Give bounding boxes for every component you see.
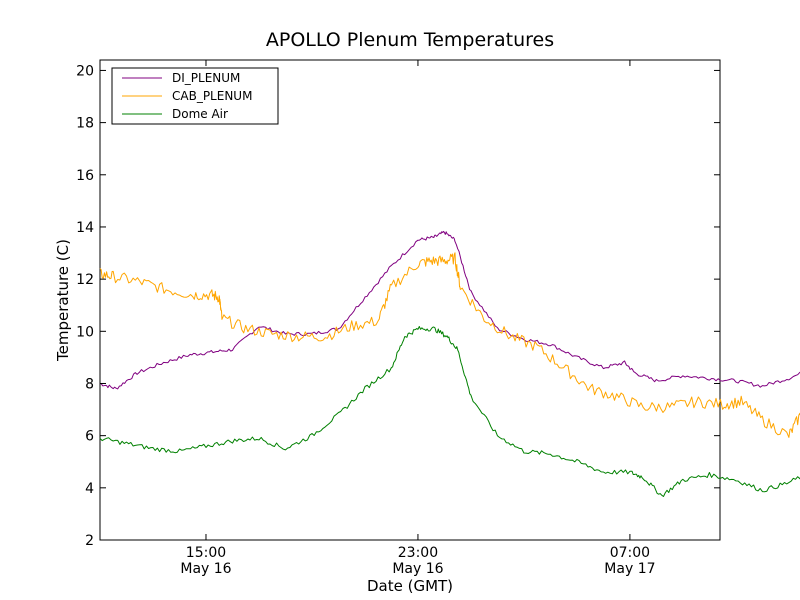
legend-label-di-plenum: DI_PLENUM <box>172 71 240 85</box>
legend: DI_PLENUM CAB_PLENUM Dome Air <box>111 67 279 125</box>
y-tick-label: 8 <box>85 376 94 392</box>
y-tick-label: 16 <box>76 168 94 184</box>
y-tick-label: 18 <box>76 116 94 132</box>
y-tick-label: 12 <box>76 272 94 288</box>
legend-label-dome-air: Dome Air <box>172 107 228 121</box>
series-line-di-plenum <box>99 230 800 390</box>
chart-title: APOLLO Plenum Temperatures <box>266 29 554 51</box>
x-tick-sublabel: May 16 <box>392 561 443 577</box>
plot-area <box>99 59 721 541</box>
series-line-cab-plenum <box>99 252 800 438</box>
legend-label-cab-plenum: CAB_PLENUM <box>172 89 252 103</box>
y-tick-label: 20 <box>76 63 94 79</box>
x-tick-label: 15:00 <box>186 545 226 561</box>
series-line-dome-air <box>99 326 800 497</box>
y-tick-label: 2 <box>85 533 94 549</box>
y-tick-label: 14 <box>76 220 94 236</box>
x-tick-label: 07:00 <box>610 545 650 561</box>
y-axis-label: Temperature (C) <box>54 239 72 362</box>
x-tick-label: 23:00 <box>398 545 438 561</box>
x-tick-sublabel: May 16 <box>180 561 231 577</box>
y-tick-label: 6 <box>85 429 94 445</box>
y-tick-label: 10 <box>76 324 94 340</box>
x-axis-label: Date (GMT) <box>367 577 453 595</box>
x-tick-sublabel: May 17 <box>604 561 655 577</box>
series-group <box>99 230 800 497</box>
y-tick-label: 4 <box>85 481 94 497</box>
